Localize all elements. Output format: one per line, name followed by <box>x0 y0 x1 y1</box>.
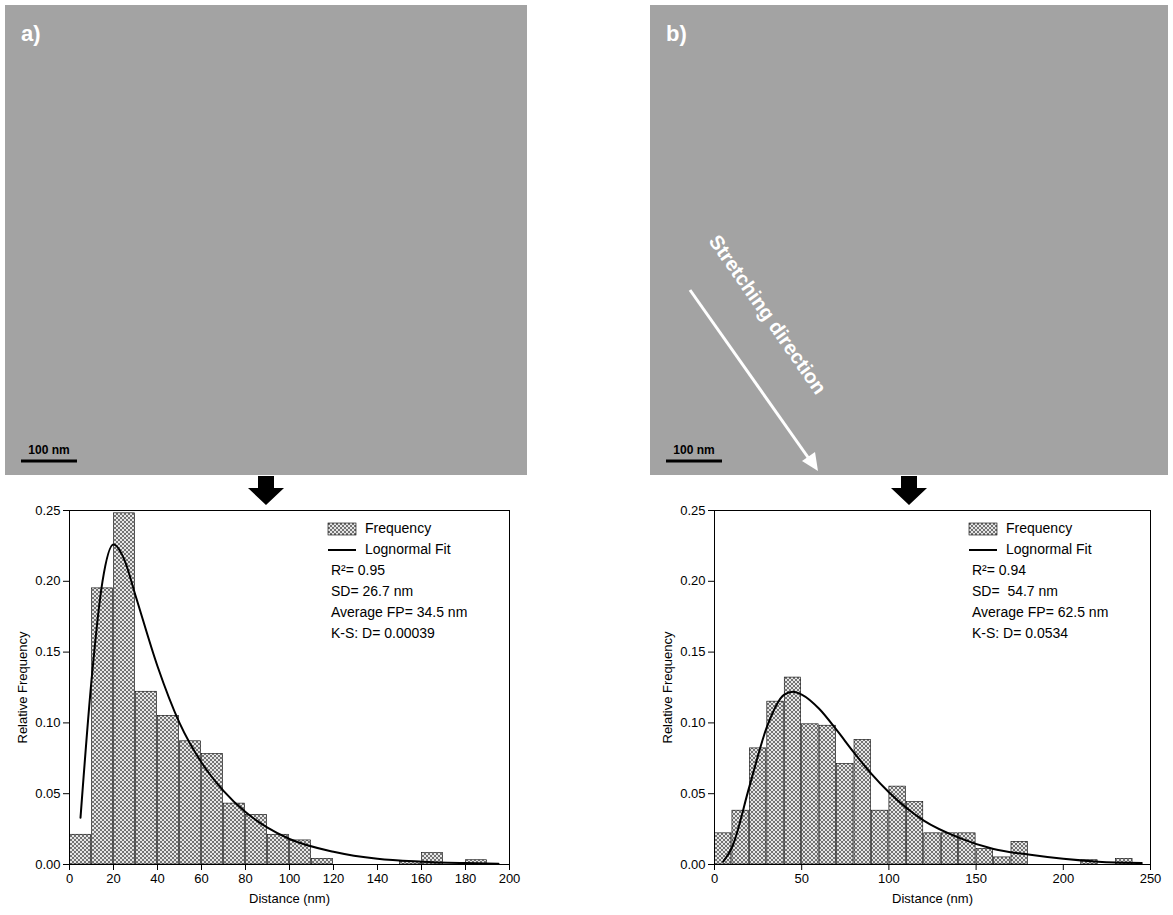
svg-text:250: 250 <box>1140 871 1162 886</box>
html-text:Average FP= 62.5 nm: Average FP= 62.5 nm <box>972 604 1109 620</box>
svg-text:150: 150 <box>965 871 987 886</box>
svg-text:0: 0 <box>711 871 718 886</box>
svg-text:Distance (nm): Distance (nm) <box>892 891 973 906</box>
svg-text:0: 0 <box>66 871 73 886</box>
html-text:K-S: D= 0.0534: K-S: D= 0.0534 <box>972 625 1069 641</box>
svg-text:140: 140 <box>367 871 389 886</box>
svg-text:Distance (nm): Distance (nm) <box>249 891 330 906</box>
svg-text:100 nm: 100 nm <box>673 443 714 457</box>
html-text:Lognormal Fit: Lognormal Fit <box>1006 541 1092 557</box>
svg-text:120: 120 <box>323 871 345 886</box>
svg-text:60: 60 <box>194 871 208 886</box>
svg-text:0.15: 0.15 <box>680 644 705 659</box>
svg-text:80: 80 <box>238 871 252 886</box>
html-text:Frequency: Frequency <box>365 520 432 536</box>
svg-text:Stretching direction: Stretching direction <box>705 231 831 398</box>
svg-text:100 nm: 100 nm <box>28 443 69 457</box>
svg-text:200: 200 <box>1052 871 1074 886</box>
html-text:SD= 54.7 nm: SD= 54.7 nm <box>972 583 1058 599</box>
html-text:K-S: D= 0.00039: K-S: D= 0.00039 <box>331 625 435 641</box>
svg-text:b): b) <box>666 21 687 46</box>
html-text:Frequency: Frequency <box>1006 520 1073 536</box>
svg-text:0.05: 0.05 <box>680 786 705 801</box>
svg-text:200: 200 <box>499 871 521 886</box>
svg-text:20: 20 <box>106 871 120 886</box>
html-text:R²= 0.94: R²= 0.94 <box>972 562 1027 578</box>
svg-text:0.05: 0.05 <box>35 786 60 801</box>
html-text:SD= 26.7 nm: SD= 26.7 nm <box>331 583 414 599</box>
svg-text:0.00: 0.00 <box>35 857 60 872</box>
svg-text:0.00: 0.00 <box>680 857 705 872</box>
svg-text:0.25: 0.25 <box>680 503 705 518</box>
svg-text:0.15: 0.15 <box>35 644 60 659</box>
svg-text:160: 160 <box>411 871 433 886</box>
html-text:R²= 0.95: R²= 0.95 <box>331 562 386 578</box>
svg-text:0.10: 0.10 <box>35 715 60 730</box>
svg-text:180: 180 <box>455 871 477 886</box>
html-text:Average FP= 34.5 nm: Average FP= 34.5 nm <box>331 604 468 620</box>
svg-text:0.20: 0.20 <box>35 573 60 588</box>
svg-text:Relative Frequency: Relative Frequency <box>660 631 675 743</box>
svg-text:Relative Frequency: Relative Frequency <box>15 631 30 743</box>
svg-text:50: 50 <box>794 871 808 886</box>
svg-text:0.10: 0.10 <box>680 715 705 730</box>
svg-text:0.25: 0.25 <box>35 503 60 518</box>
svg-text:100: 100 <box>878 871 900 886</box>
svg-text:40: 40 <box>150 871 164 886</box>
svg-text:100: 100 <box>279 871 301 886</box>
html-text:Lognormal Fit: Lognormal Fit <box>365 541 451 557</box>
svg-text:a): a) <box>21 21 41 46</box>
svg-text:0.20: 0.20 <box>680 573 705 588</box>
